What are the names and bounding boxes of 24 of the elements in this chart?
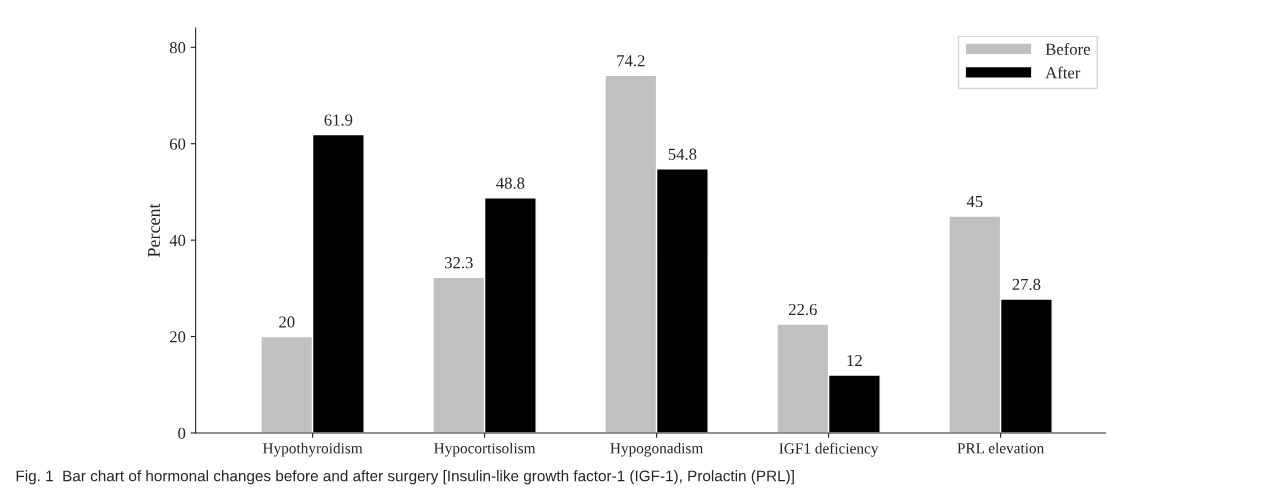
data-label: 27.8 (1012, 278, 1041, 291)
y-tick-label: 40 (169, 234, 186, 247)
x-tick-label: IGF1 deficiency (779, 442, 879, 457)
data-label: 61.9 (324, 114, 353, 126)
x-tick-label: Hypothyroidism (262, 442, 363, 457)
y-tick-label: 0 (178, 427, 186, 439)
x-tick-label: PRL elevation (957, 442, 1045, 454)
data-label: 45 (966, 195, 983, 208)
data-label: 32.3 (445, 257, 473, 269)
x-tick-label: Hypocortisolism (434, 442, 536, 457)
data-label: 74.2 (617, 55, 645, 67)
y-tick-label: 60 (169, 138, 186, 150)
caption: Fig. 1 Bar chart of hormonal changes before and after surgery [Insulin-like growth factor-1 (IGF-1), Prolactin (PRL)] (16, 470, 794, 485)
y-axis-title: Percent (148, 203, 161, 258)
data-label: 20 (279, 316, 295, 328)
data-label: 22.6 (788, 303, 817, 316)
y-tick-label: 20 (169, 331, 186, 343)
data-label: 48.8 (496, 177, 525, 189)
legend-label: Before (1045, 42, 1090, 55)
x-tick-label: Hypogonadism (610, 442, 704, 457)
data-label: 54.8 (668, 148, 697, 160)
y-tick-label: 80 (169, 42, 186, 54)
data-label: 12 (847, 354, 862, 367)
legend-label: After (1045, 66, 1081, 79)
